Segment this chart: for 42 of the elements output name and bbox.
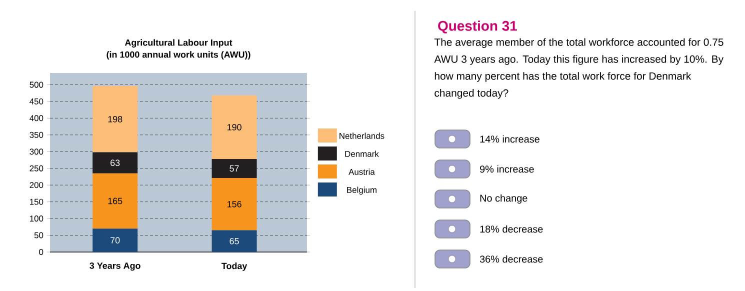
bar xyxy=(212,158,257,178)
data-label: 65 xyxy=(230,238,239,244)
y-tick-label: 50 xyxy=(34,232,44,238)
bar xyxy=(212,178,257,230)
text: Question 31 xyxy=(438,20,517,34)
bar xyxy=(92,152,138,174)
y-tick-label: 100 xyxy=(30,216,44,222)
y-tick-label: 150 xyxy=(30,198,44,205)
bar xyxy=(92,173,138,229)
x-tick-label: 3 Years Ago xyxy=(90,262,140,271)
x-tick-label: Today xyxy=(222,262,248,271)
text: 36% decrease xyxy=(480,255,543,263)
y-tick-label: 200 xyxy=(30,182,44,188)
y-tick-label: 350 xyxy=(30,132,44,138)
data-label: 198 xyxy=(108,116,122,122)
legend-label: Denmark xyxy=(345,150,379,157)
data-label: 165 xyxy=(108,198,122,204)
chart-title: Agricultural Labour Input xyxy=(124,39,232,48)
legend-label: Netherlands xyxy=(340,132,384,139)
y-tick-label: 400 xyxy=(30,115,44,122)
y-tick-label: 500 xyxy=(30,82,44,88)
y-tick-label: 250 xyxy=(30,165,44,172)
legend-label: Belgium xyxy=(347,186,376,195)
y-tick-label: 450 xyxy=(30,98,44,104)
text: 9% increase xyxy=(480,165,534,173)
data-label: 70 xyxy=(110,237,120,244)
bar xyxy=(212,230,257,252)
text: No change xyxy=(480,194,528,204)
data-label: 156 xyxy=(227,200,242,208)
text: 18% decrease xyxy=(480,225,543,233)
data-label: 63 xyxy=(110,160,120,166)
legend-label: Austria xyxy=(348,168,375,175)
text: The average member of the total workforce accounted for 0.75 AWU 3 years ago. Today this figure has increased by 10%. By how many percent has the total work force for Denmark changed today? xyxy=(434,38,724,99)
bar xyxy=(92,228,138,252)
bar xyxy=(212,95,257,159)
data-label: 57 xyxy=(230,165,239,172)
chart-subtitle: (in 1000 annual work units (AWU)) xyxy=(106,51,250,60)
y-tick-label: 300 xyxy=(30,148,44,155)
y-tick-label: 0 xyxy=(39,249,44,255)
data-label: 190 xyxy=(227,124,242,130)
text: 14% increase xyxy=(480,135,540,143)
bar xyxy=(92,86,138,152)
